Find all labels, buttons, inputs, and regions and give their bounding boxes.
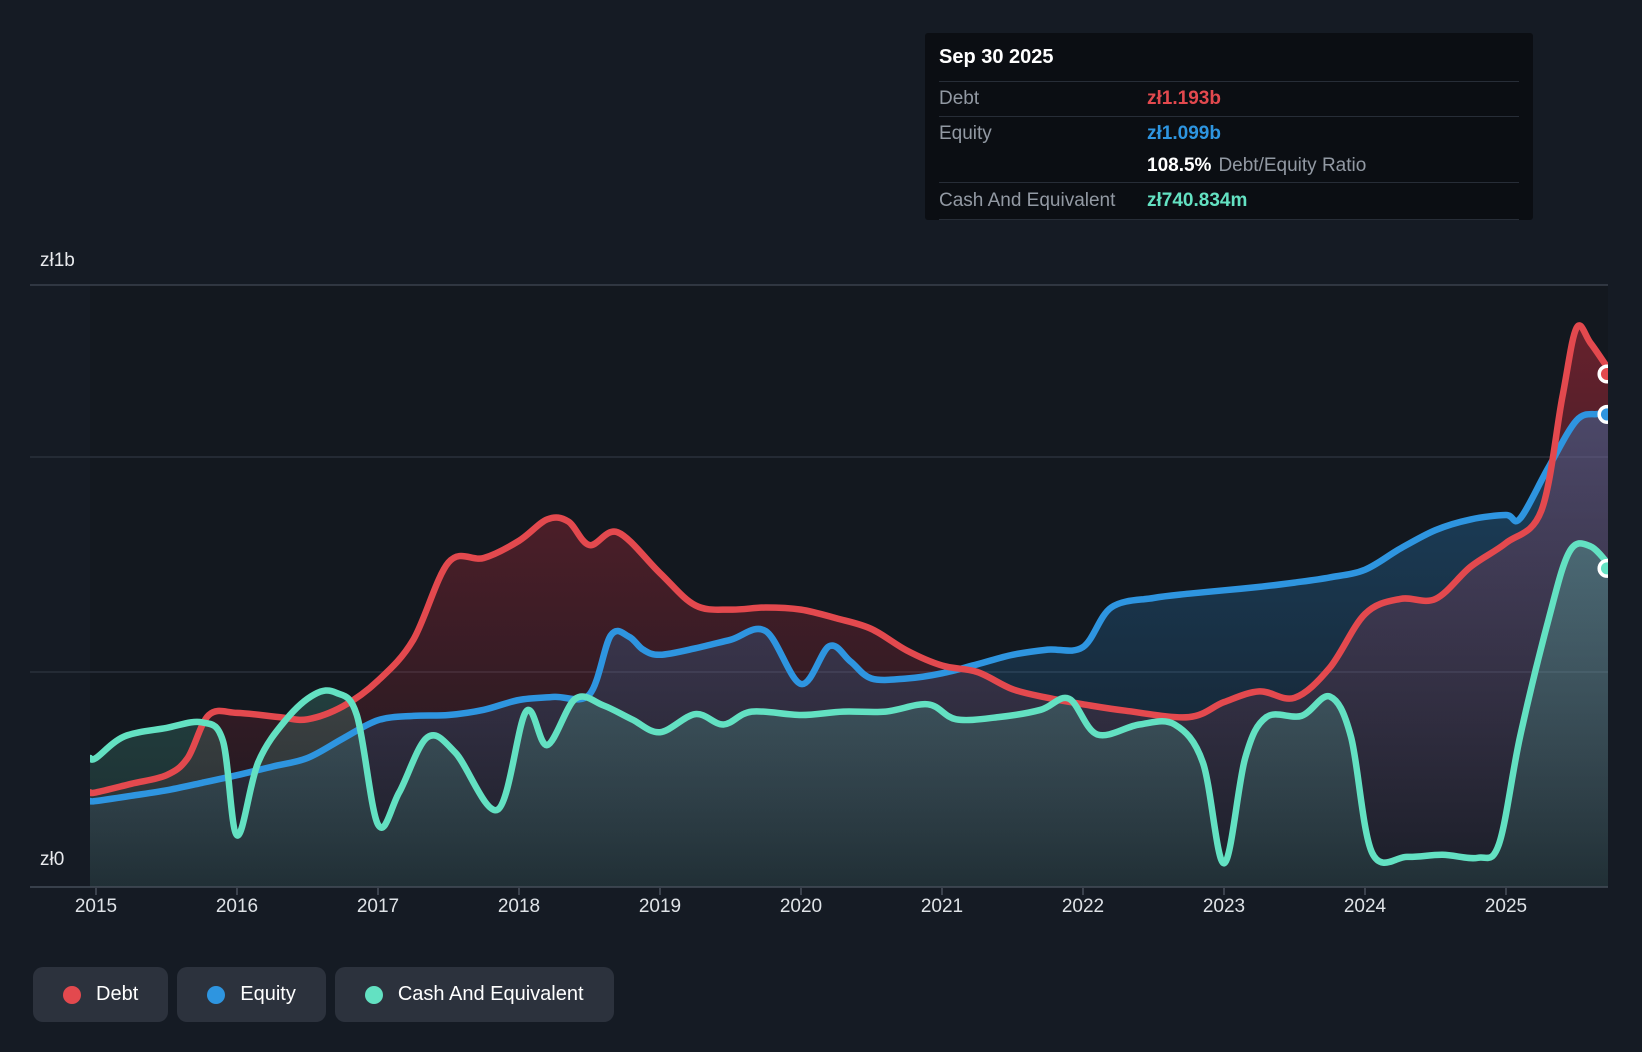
x-axis-label-2021: 2021 <box>920 896 964 917</box>
x-tick <box>236 888 238 895</box>
equity-line[interactable] <box>90 410 1612 805</box>
x-axis-label-2015: 2015 <box>74 896 118 917</box>
tooltip-row-debt: Debt zł1.193b <box>939 82 1519 117</box>
x-axis-label-2023: 2023 <box>1202 896 1246 917</box>
tooltip-date: Sep 30 2025 <box>939 33 1519 82</box>
tooltip-debt-label: Debt <box>939 88 980 109</box>
x-axis-label-2024: 2024 <box>1343 896 1387 917</box>
legend-debt-label: Debt <box>96 983 139 1005</box>
x-tick <box>1082 888 1084 895</box>
legend-item-cash[interactable]: Cash And Equivalent <box>334 967 614 1022</box>
x-axis-label-2020: 2020 <box>779 896 823 917</box>
cash-line[interactable] <box>90 540 1612 867</box>
tooltip-cash-value: zł740.834m <box>1147 190 1248 211</box>
x-axis-label-2019: 2019 <box>638 896 682 917</box>
debt-dot-icon <box>63 985 81 1004</box>
x-tick <box>377 888 379 895</box>
tooltip-ratio-value: 108.5% <box>1147 155 1212 176</box>
x-axis-label-2017: 2017 <box>356 896 400 917</box>
x-tick <box>659 888 661 895</box>
legend-cash-label: Cash And Equivalent <box>397 983 584 1005</box>
x-axis-label-2016: 2016 <box>215 896 259 917</box>
tooltip-equity-label: Equity <box>939 122 992 144</box>
x-tick <box>1364 888 1366 895</box>
debt-line[interactable] <box>90 322 1612 797</box>
x-axis-label-2018: 2018 <box>497 896 541 917</box>
x-axis-label-2025: 2025 <box>1484 896 1528 917</box>
legend-equity-label: Equity <box>240 983 296 1005</box>
x-tick <box>518 888 520 895</box>
cash-dot-icon <box>364 985 383 1004</box>
debt-latest-marker[interactable] <box>1597 364 1615 384</box>
x-tick <box>941 888 943 895</box>
cash-latest-marker[interactable] <box>1597 558 1615 578</box>
tooltip-row-equity: Equity zł1.099b <box>939 117 1519 150</box>
equity-dot-icon <box>207 985 226 1004</box>
y-axis-label-0: zł0 <box>40 849 65 870</box>
chart-legend: Debt Equity Cash And Equivalent <box>33 967 614 1022</box>
tooltip-ratio-label: Debt/Equity Ratio <box>1218 155 1367 176</box>
legend-item-debt[interactable]: Debt <box>33 967 169 1022</box>
x-tick <box>1223 888 1225 895</box>
y-axis-label-1b: zł1b <box>40 250 75 271</box>
legend-item-equity[interactable]: Equity <box>177 967 326 1022</box>
chart-tooltip: Sep 30 2025 Debt zł1.193b Equity zł1.099… <box>925 33 1533 220</box>
x-tick <box>95 888 97 895</box>
equity-latest-marker[interactable] <box>1597 404 1615 424</box>
x-tick <box>1505 888 1507 895</box>
cash-area <box>90 543 1608 887</box>
tooltip-row-ratio: 108.5% Debt/Equity Ratio <box>939 150 1519 183</box>
tooltip-cash-label: Cash And Equivalent <box>939 190 1116 211</box>
x-axis-label-2022: 2022 <box>1061 896 1105 917</box>
tooltip-equity-value: zł1.099b <box>1147 122 1221 144</box>
tooltip-debt-value: zł1.193b <box>1147 88 1221 109</box>
tooltip-row-cash: Cash And Equivalent zł740.834m <box>939 183 1519 220</box>
x-tick <box>800 888 802 895</box>
